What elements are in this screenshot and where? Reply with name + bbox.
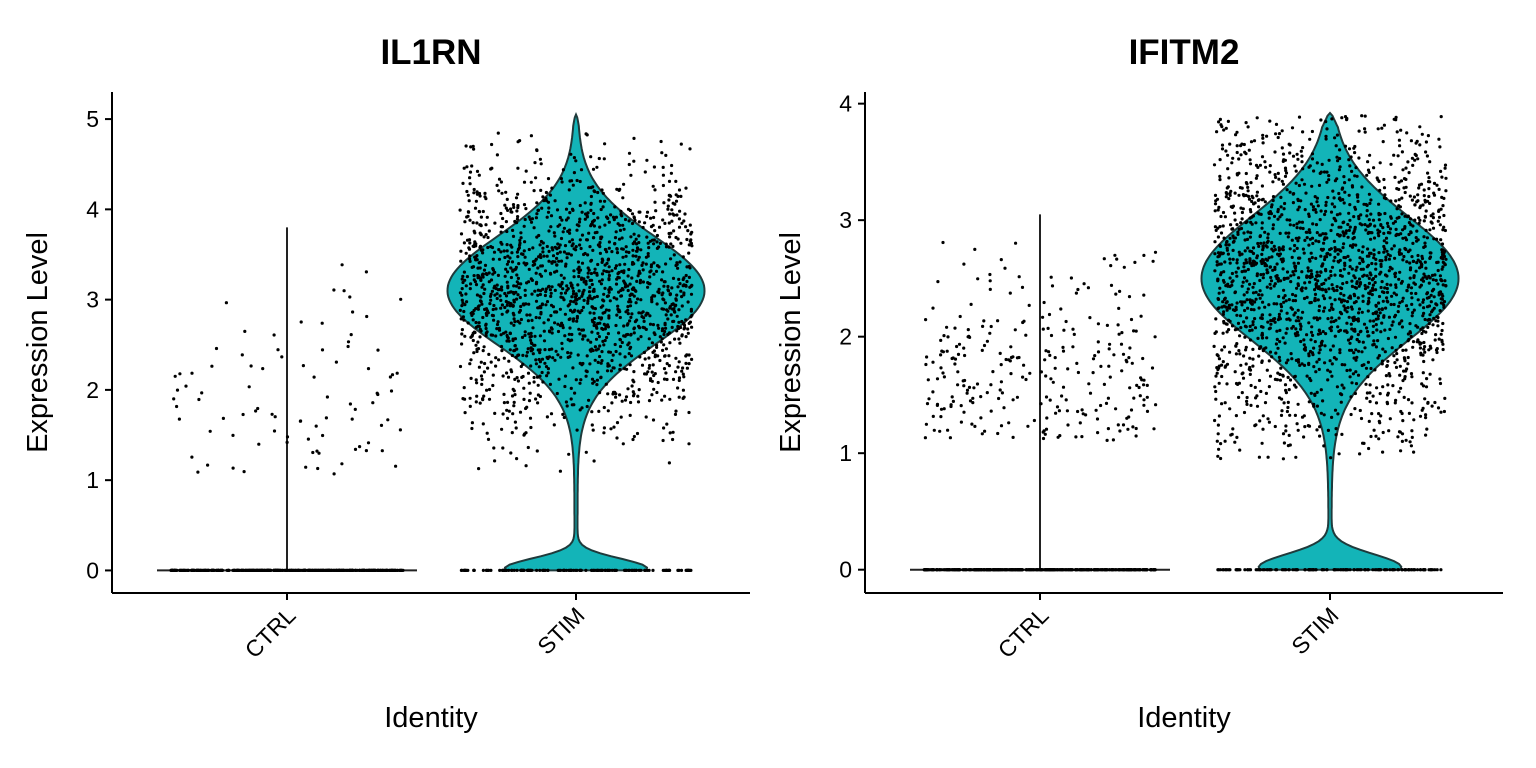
violin-group-ctrl (157, 227, 417, 573)
chart-title: IL1RN (380, 33, 481, 72)
x-tick-label-ctrl: CTRL (993, 602, 1054, 663)
jitter-points (458, 131, 694, 573)
jitter-points (1212, 114, 1448, 572)
violin-group-ctrl (910, 214, 1170, 572)
chart-title: IFITM2 (1129, 33, 1240, 72)
y-tick-label: 1 (839, 440, 852, 466)
violin-body (1200, 111, 1460, 571)
y-tick-label: 0 (86, 557, 99, 583)
y-tick-label: 3 (839, 207, 852, 233)
y-tick-label: 2 (86, 377, 99, 403)
violin-group-stim (446, 112, 706, 573)
y-axis-label: Expression Level (775, 232, 807, 453)
jitter-points (169, 263, 405, 573)
y-tick-label: 4 (86, 196, 99, 222)
y-tick-label: 3 (86, 287, 99, 313)
y-tick-label: 5 (86, 106, 99, 132)
violin-body (446, 112, 706, 572)
x-axis-label: Identity (384, 702, 478, 734)
y-tick-label: 4 (839, 91, 852, 117)
x-tick-label-stim: STIM (532, 602, 589, 659)
x-tick-label-stim: STIM (1286, 602, 1343, 659)
y-tick-label: 2 (839, 324, 852, 350)
x-tick-label-ctrl: CTRL (240, 602, 301, 663)
x-axis-label: Identity (1137, 702, 1231, 734)
chart-panel-il1rn: IL1RN Expression Level Identity 0 1 2 3 4 5 CTRL S… (22, 33, 750, 734)
jitter-points (922, 240, 1158, 572)
violin-group-stim (1200, 111, 1460, 572)
y-axis-label: Expression Level (22, 232, 54, 453)
y-tick-label: 0 (839, 557, 852, 583)
y-tick-label: 1 (86, 467, 99, 493)
chart-panel-ifitm2: IFITM2 Expression Level Identity 0 1 2 3 4 CTRL S… (775, 33, 1503, 734)
